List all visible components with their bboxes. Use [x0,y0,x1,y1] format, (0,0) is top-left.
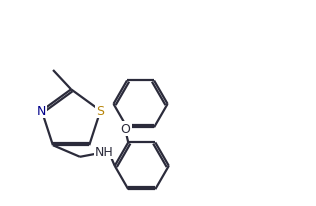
Text: N: N [37,105,46,118]
Text: O: O [121,122,131,135]
Text: NH: NH [95,145,114,158]
Text: S: S [96,105,105,118]
Text: methyl: methyl [48,67,53,68]
